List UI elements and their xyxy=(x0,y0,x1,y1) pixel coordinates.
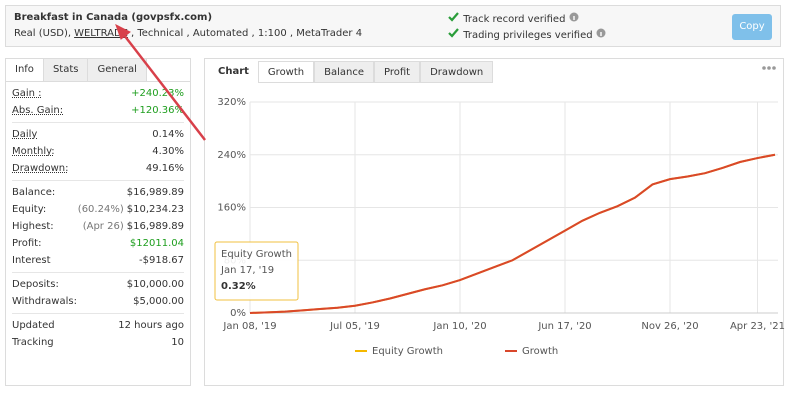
copy-button[interactable]: Copy xyxy=(732,14,772,40)
series-line xyxy=(249,153,776,314)
stats-row: Drawdown: 49.16% xyxy=(12,160,184,177)
title: Breakfast in Canada (govpsfx.com) xyxy=(14,12,213,23)
stats-row: Highest: (Apr 26) $16,989.89 xyxy=(12,218,184,235)
stats-row: Balance: $16,989.89 xyxy=(12,184,184,201)
stat-value: $16,989.89 xyxy=(126,187,184,198)
stat-label: Abs. Gain: xyxy=(12,105,64,116)
stat-label: Monthly: xyxy=(12,146,55,157)
stat-value: $16,989.89 xyxy=(126,221,184,232)
x-tick-label: Jan 10, '20 xyxy=(432,321,486,332)
chart-tab[interactable]: Growth xyxy=(257,61,315,83)
y-tick-label: 0% xyxy=(230,308,246,319)
account: Real (USD), WELTRADE, Technical , Automat… xyxy=(14,28,362,39)
stat-label: Tracking xyxy=(12,337,54,348)
legend-label[interactable]: Growth xyxy=(522,346,558,357)
stat-label: Daily xyxy=(12,129,38,140)
check-icon xyxy=(448,12,459,22)
broker-link[interactable]: WELTRADE xyxy=(74,28,129,39)
x-tick-label: Apr 23, '21 xyxy=(730,321,785,332)
stat-label: Interest xyxy=(12,255,51,266)
stats-row: Monthly: 4.30% xyxy=(12,143,184,160)
stat-note: (Apr 26) xyxy=(82,221,124,232)
info-icon[interactable] xyxy=(569,12,579,22)
stat-value: 4.30% xyxy=(152,146,184,157)
legend-label[interactable]: Equity Growth xyxy=(372,346,443,357)
series-line xyxy=(249,153,776,314)
verified: Track record verified xyxy=(448,12,579,25)
x-tick-label: Jul 05, '19 xyxy=(329,321,380,332)
stat-label: Withdrawals: xyxy=(12,296,77,307)
stats-row: Equity: (60.24%) $10,234.23 xyxy=(12,201,184,218)
stat-label: Balance: xyxy=(12,187,56,198)
stat-value: -$918.67 xyxy=(139,255,184,266)
stats-group: Deposits: $10,000.00 Withdrawals: $5,000.00 xyxy=(12,272,184,313)
stat-value: $5,000.00 xyxy=(133,296,184,307)
stat-value: 49.16% xyxy=(145,163,184,174)
stat-note: (60.24%) xyxy=(77,204,124,215)
stat-value: 10 xyxy=(171,337,184,348)
stat-label: Equity: xyxy=(12,204,47,215)
check-icon xyxy=(448,28,459,38)
y-tick-label: 240% xyxy=(217,150,246,161)
chart-tab[interactable]: Profit xyxy=(374,61,421,83)
chart-tabs: Chart Growth Balance Profit Drawdown xyxy=(209,61,783,83)
stats-row: Deposits: $10,000.00 xyxy=(12,276,184,293)
stat-value: 12 hours ago xyxy=(118,320,184,331)
chart-tab[interactable]: Drawdown xyxy=(420,61,494,83)
more-icon[interactable] xyxy=(762,66,776,70)
stats-row: Profit: $12011.04 xyxy=(12,235,184,252)
stats-row: Interest -$918.67 xyxy=(12,252,184,269)
chart-tab[interactable]: Balance xyxy=(314,61,375,83)
account-suffix: , Technical , Automated , 1:100 , MetaTr… xyxy=(131,28,363,39)
stat-value: $10,000.00 xyxy=(126,279,184,290)
verified-text: Track record verified xyxy=(463,14,566,25)
stat-label: Updated xyxy=(12,320,55,331)
stat-label: Gain : xyxy=(12,88,42,99)
verified: Trading privileges verified xyxy=(448,28,606,41)
stat-label: Profit: xyxy=(12,238,42,249)
stats-tab[interactable]: Stats xyxy=(43,59,89,81)
verified-text: Trading privileges verified xyxy=(463,30,593,41)
stats-group: Balance: $16,989.89 Equity: (60.24%) $10,234… xyxy=(12,180,184,272)
stat-label: Deposits: xyxy=(12,279,59,290)
stat-value: $10,234.23 xyxy=(126,204,184,215)
x-tick-label: Nov 26, '20 xyxy=(641,321,698,332)
chart-panel: Chart Growth Balance Profit Drawdown xyxy=(204,58,784,386)
y-tick-label: 160% xyxy=(217,203,246,214)
stats-tab[interactable]: Info xyxy=(6,59,44,81)
stat-label: Drawdown: xyxy=(12,163,69,174)
stats-row: Updated 12 hours ago xyxy=(12,317,184,334)
x-tick-label: Jan 08, '19 xyxy=(222,321,276,332)
y-tick-label: 320% xyxy=(217,97,246,108)
chart-tab[interactable]: Chart xyxy=(209,61,258,83)
y-tick-label: 80% xyxy=(224,255,246,266)
account-prefix: Real (USD), xyxy=(14,28,72,39)
stats-group: Updated 12 hours ago Tracking 10 xyxy=(12,313,184,354)
stats-row: Tracking 10 xyxy=(12,334,184,351)
stats-row: Withdrawals: $5,000.00 xyxy=(12,293,184,310)
stat-value: $12011.04 xyxy=(129,238,184,249)
stat-label: Highest: xyxy=(12,221,54,232)
x-tick-label: Jun 17, '20 xyxy=(537,321,591,332)
info-icon[interactable] xyxy=(596,28,606,38)
